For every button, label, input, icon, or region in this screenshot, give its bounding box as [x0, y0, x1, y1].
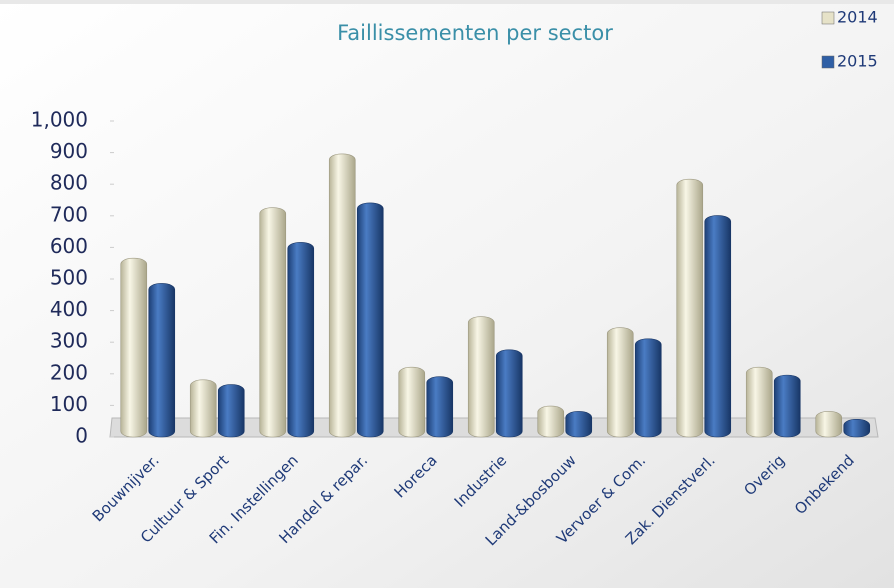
- bar: [328, 153, 356, 438]
- bar: [120, 257, 148, 438]
- legend-label: 2014: [837, 8, 878, 27]
- y-tick-label: 600: [50, 234, 88, 258]
- y-tick-label: 800: [50, 171, 88, 195]
- bar: [495, 349, 523, 438]
- y-tick-label: 300: [50, 329, 88, 353]
- y-tick-label: 400: [50, 297, 88, 321]
- bar: [676, 178, 704, 438]
- bar: [287, 242, 315, 438]
- bar: [745, 366, 773, 438]
- bar: [189, 379, 217, 438]
- bar: [356, 202, 384, 438]
- y-tick-label: 200: [50, 360, 88, 384]
- y-tick-label: 1,000: [31, 108, 88, 132]
- bar: [773, 374, 801, 438]
- bar: [565, 411, 593, 438]
- bar: [148, 283, 176, 438]
- bar: [815, 411, 843, 438]
- chart-title: Faillissementen per sector: [337, 21, 613, 45]
- bar: [426, 376, 454, 438]
- bar: [259, 207, 287, 438]
- y-tick-label: 0: [75, 424, 88, 448]
- y-tick-label: 100: [50, 392, 88, 416]
- top-strip: [0, 0, 894, 4]
- bar: [606, 327, 634, 438]
- y-tick-label: 700: [50, 202, 88, 226]
- bar: [398, 366, 426, 438]
- y-tick-label: 500: [50, 266, 88, 290]
- legend-swatch: [821, 55, 835, 69]
- legend-swatch: [821, 11, 835, 25]
- bar: [634, 338, 662, 438]
- bar: [537, 405, 565, 438]
- bar: [467, 316, 495, 438]
- legend-label: 2015: [837, 52, 878, 71]
- bar: [217, 384, 245, 438]
- y-tick-label: 900: [50, 139, 88, 163]
- bar: [843, 419, 871, 438]
- bar: [704, 215, 732, 438]
